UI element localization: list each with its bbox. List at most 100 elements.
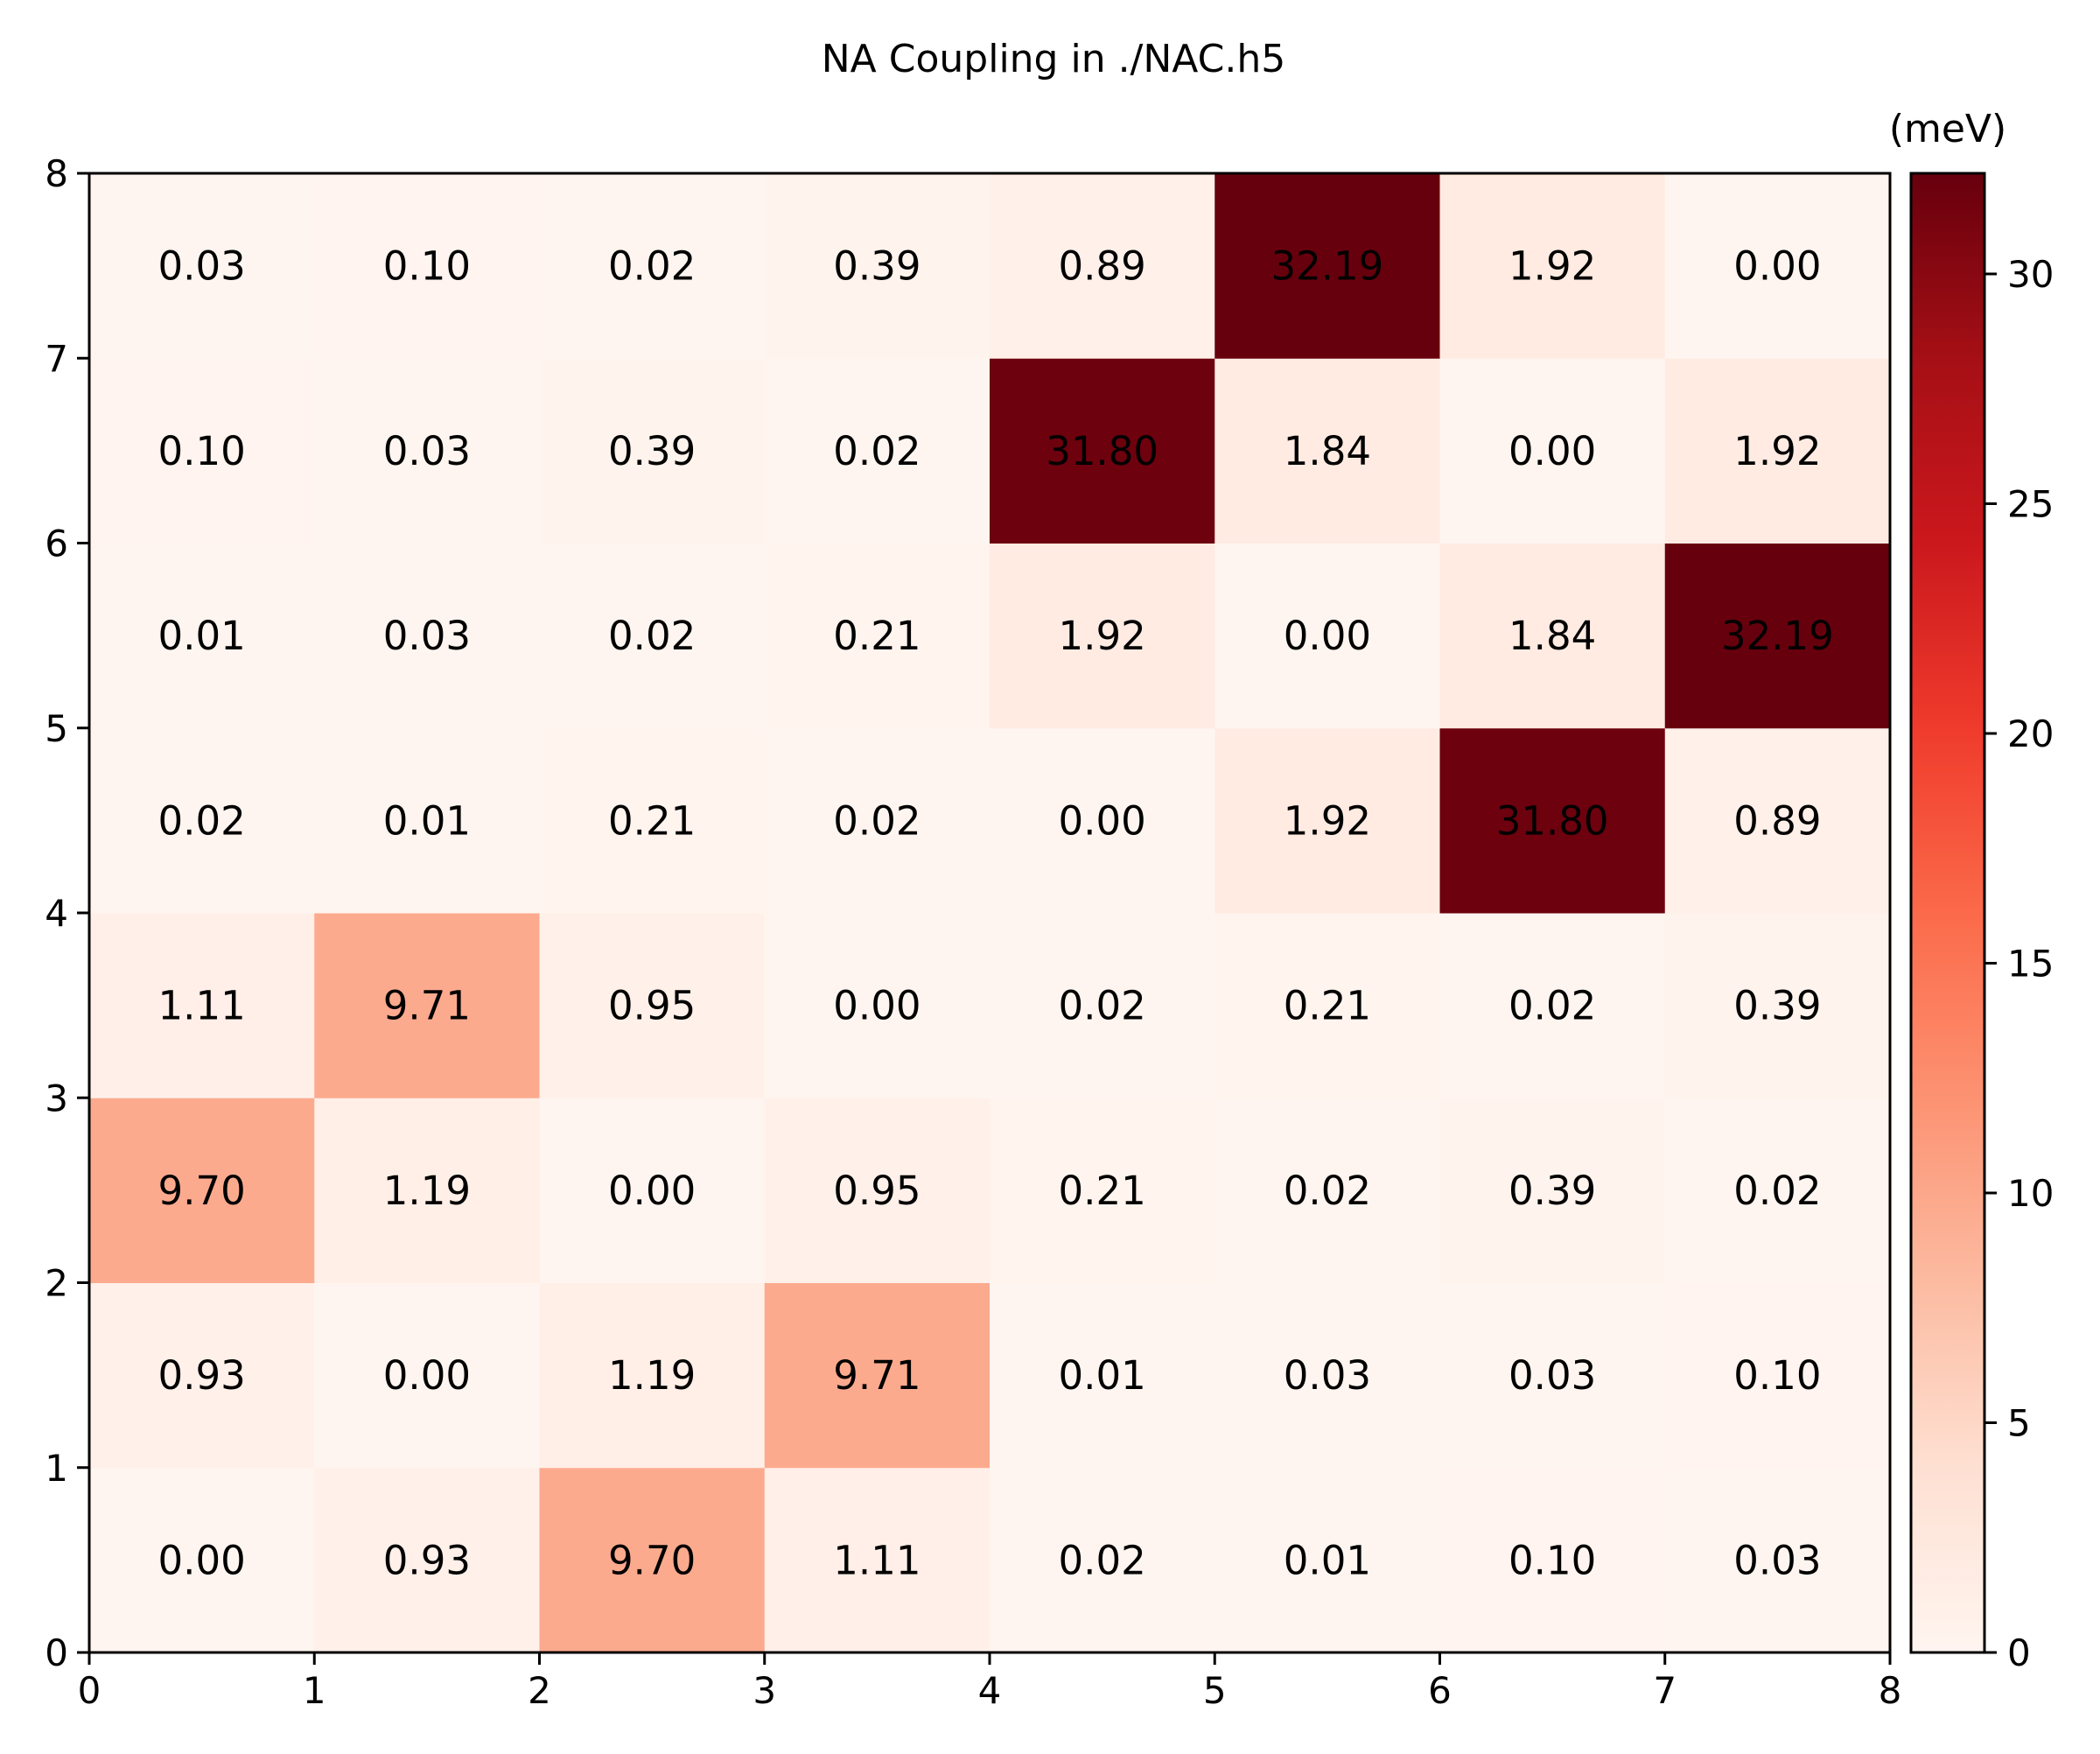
heatmap-cell-r4-c5 <box>1214 727 1440 914</box>
heatmap-cell-r2-c1 <box>314 1098 540 1283</box>
heatmap-cell-r5-c4 <box>990 543 1215 729</box>
heatmap-cell-r4-c6 <box>1439 727 1666 914</box>
heatmap-cell-r1-c1 <box>314 1282 540 1469</box>
y-tick-label: 0 <box>45 1631 68 1674</box>
cell-value-label: 0.03 <box>383 613 471 659</box>
cell-value-label: 1.92 <box>1059 613 1146 659</box>
cell-value-label: 0.93 <box>158 1352 246 1399</box>
cell-value-label: 0.02 <box>608 613 696 659</box>
cell-value-label: 0.21 <box>608 797 696 844</box>
heatmap-cell-r5-c3 <box>764 543 990 729</box>
colorbar-tick-label: 10 <box>2007 1172 2054 1215</box>
x-tick-label: 4 <box>978 1669 1002 1712</box>
cell-value-label: 0.03 <box>1284 1352 1371 1399</box>
cell-value-label: 0.95 <box>833 1168 920 1214</box>
heatmap-cell-r2-c6 <box>1439 1098 1666 1283</box>
heatmap-cell-r4-c7 <box>1664 727 1891 914</box>
heatmap-cell-r3-c4 <box>990 913 1215 1098</box>
heatmap-cell-r7-c3 <box>764 173 990 359</box>
cell-value-label: 0.10 <box>383 243 471 290</box>
heatmap-cell-r0-c2 <box>539 1467 766 1653</box>
cell-value-label: 0.10 <box>1733 1352 1821 1399</box>
cell-value-label: 0.02 <box>833 797 920 844</box>
y-tick-label: 4 <box>45 892 68 935</box>
cell-value-label: 0.00 <box>833 983 920 1029</box>
y-tick-label: 7 <box>45 337 68 380</box>
colorbar-axis: 0 5 10 15 20 25 30 <box>1984 253 2054 1674</box>
cell-value-label: 0.02 <box>833 428 920 474</box>
cell-value-label: 1.84 <box>1284 428 1371 474</box>
heatmap-cell-r5-c2 <box>539 543 766 729</box>
colorbar <box>1909 172 1986 1654</box>
cell-value-label: 0.02 <box>1059 1537 1146 1583</box>
cell-value-label: 0.39 <box>1508 1168 1596 1214</box>
cell-value-label: 9.70 <box>158 1168 246 1214</box>
cell-value-label: 1.84 <box>1508 613 1596 659</box>
heatmap-cell-r3-c3 <box>764 913 990 1098</box>
heatmap-cell-r7-c4 <box>990 173 1215 359</box>
heatmap-cell-r6-c5 <box>1214 358 1440 544</box>
cell-value-label: 1.19 <box>383 1168 471 1214</box>
heatmap-cell-r3-c6 <box>1439 913 1666 1098</box>
heatmap-cell-r7-c0 <box>89 173 315 359</box>
heatmap-cell-r3-c5 <box>1214 913 1440 1098</box>
y-tick-label: 8 <box>45 152 68 195</box>
colorbar-tick-label: 20 <box>2007 712 2054 755</box>
cell-value-label: 0.03 <box>1508 1352 1596 1399</box>
cell-value-label: 0.00 <box>1508 428 1596 474</box>
heatmap-cell-r4-c2 <box>539 727 766 914</box>
cell-value-label: 9.71 <box>383 983 471 1029</box>
x-tick-label: 8 <box>1879 1669 1902 1712</box>
heatmap-cells <box>89 173 1891 1653</box>
cell-value-label: 0.00 <box>158 1537 246 1583</box>
colorbar-tick-label: 25 <box>2007 482 2054 525</box>
cell-value-label: 0.10 <box>158 428 246 474</box>
heatmap-cell-r2-c3 <box>764 1098 990 1283</box>
cell-value-label: 0.00 <box>1059 797 1146 844</box>
heatmap-cell-r1-c6 <box>1439 1282 1666 1469</box>
y-tick-label: 2 <box>45 1262 68 1305</box>
heatmap-cell-r0-c6 <box>1439 1467 1666 1653</box>
heatmap-cell-r2-c7 <box>1664 1098 1891 1283</box>
cell-value-label: 0.02 <box>1059 983 1146 1029</box>
heatmap-cell-r7-c7 <box>1664 173 1891 359</box>
cell-value-label: 0.01 <box>1059 1352 1146 1399</box>
heatmap-cell-labels: 0.00 0.93 9.70 1.11 0.02 0.01 0.10 0.03 0.93 0.00… <box>158 243 1834 1584</box>
heatmap-cell-r1-c5 <box>1214 1282 1440 1469</box>
colorbar-unit-label: (meV) <box>1889 107 2006 151</box>
heatmap-cell-r1-c3 <box>764 1282 990 1469</box>
cell-value-label: 0.89 <box>1733 797 1821 844</box>
heatmap-cell-r2-c4 <box>990 1098 1215 1283</box>
cell-value-label: 0.02 <box>608 243 696 290</box>
heatmap-cell-r3-c7 <box>1664 913 1891 1098</box>
heatmap-cell-r7-c5 <box>1214 173 1440 359</box>
x-tick-label: 6 <box>1428 1669 1452 1712</box>
cell-value-label: 0.03 <box>383 428 471 474</box>
heatmap-cell-r6-c6 <box>1439 358 1666 544</box>
cell-value-label: 1.19 <box>608 1352 696 1399</box>
cell-value-label: 0.00 <box>1284 613 1371 659</box>
heatmap-cell-r1-c0 <box>89 1282 315 1469</box>
cell-value-label: 0.00 <box>383 1352 471 1399</box>
cell-value-label: 1.92 <box>1508 243 1596 290</box>
cell-value-label: 0.01 <box>383 797 471 844</box>
chart-title: NA Coupling in ./NAC.h5 <box>822 37 1285 81</box>
heatmap-cell-r0-c3 <box>764 1467 990 1653</box>
cell-value-label: 0.03 <box>1733 1537 1821 1583</box>
heatmap-cell-r0-c7 <box>1664 1467 1891 1653</box>
x-tick-label: 7 <box>1653 1669 1676 1712</box>
cell-value-label: 32.19 <box>1270 243 1383 290</box>
cell-value-label: 1.11 <box>158 983 246 1029</box>
cell-value-label: 0.39 <box>833 243 920 290</box>
cell-value-label: 1.92 <box>1284 797 1371 844</box>
y-tick-label: 6 <box>45 523 68 565</box>
x-tick-label: 2 <box>528 1669 551 1712</box>
cell-value-label: 0.00 <box>608 1168 696 1214</box>
cell-value-label: 0.21 <box>833 613 920 659</box>
heatmap-cell-r4-c0 <box>89 727 315 914</box>
y-axis: 0 1 2 3 4 5 6 7 8 <box>45 152 89 1674</box>
cell-value-label: 0.93 <box>383 1537 471 1583</box>
heatmap-cell-r7-c6 <box>1439 173 1666 359</box>
